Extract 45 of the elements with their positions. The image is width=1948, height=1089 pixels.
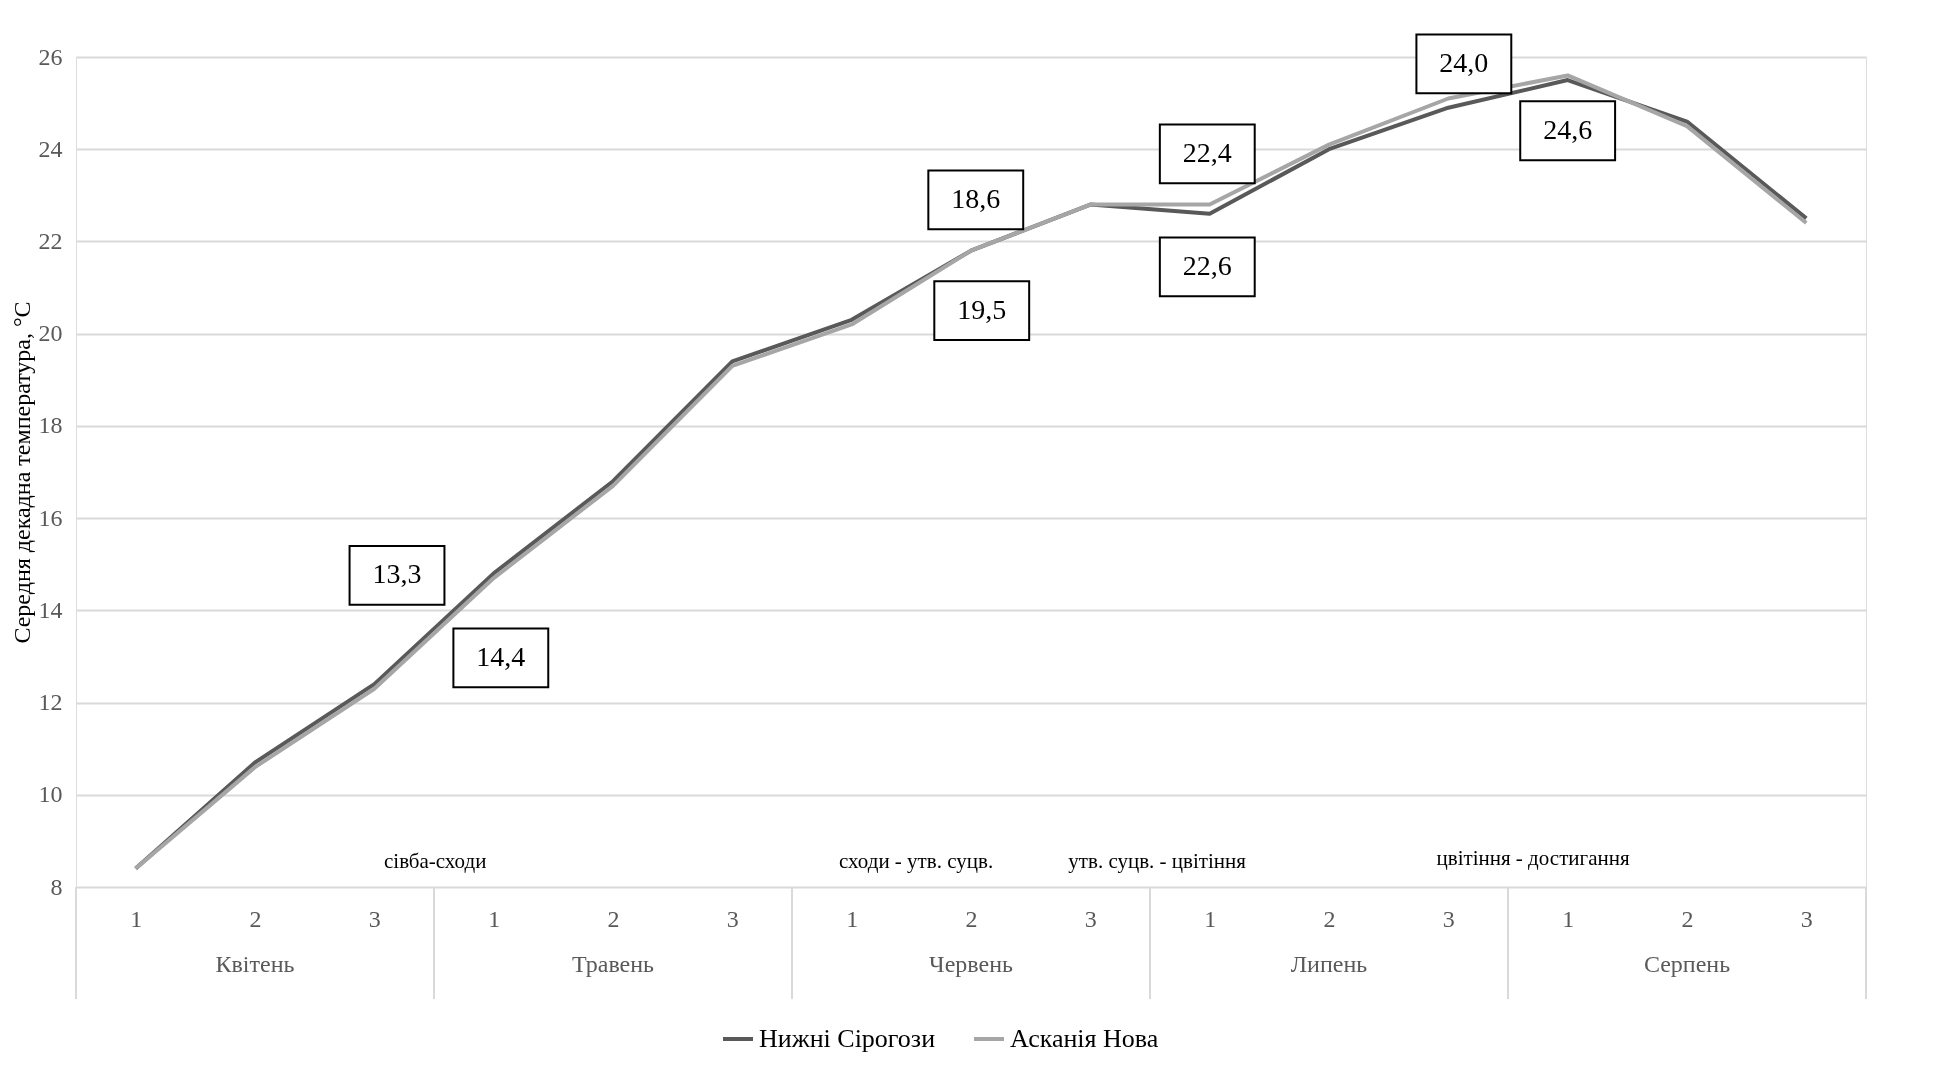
annotation: 19,5	[957, 293, 1007, 325]
x-tick-label: 1	[1204, 905, 1217, 932]
y-tick-label: 8	[50, 873, 63, 900]
x-tick-label: 3	[726, 905, 739, 932]
x-tick-label: 2	[965, 905, 978, 932]
y-tick-label: 16	[38, 504, 63, 531]
y-tick-label: 10	[38, 781, 63, 808]
x-tick-label: 3	[1800, 905, 1813, 932]
x-tick-label: 1	[1562, 905, 1575, 932]
text: Червень	[929, 951, 1013, 977]
text: Липень	[1290, 951, 1368, 977]
x-tick-label: 2	[1681, 905, 1694, 932]
annotation: 13,3	[372, 558, 422, 590]
annotation: 18,6	[951, 182, 1001, 214]
x-tick-label: 2	[249, 905, 262, 932]
x-tick-label: 1	[846, 905, 859, 932]
annotation: утв. суцв. - цвітіння	[1068, 848, 1247, 873]
y-tick-label: 12	[38, 689, 63, 716]
legend-label: Нижні Сірогози	[759, 1024, 936, 1053]
annotation: цвітіння - достигання	[1436, 846, 1630, 871]
y-axis-title: Середня декадна температура, °С	[8, 301, 35, 644]
x-tick-label: 2	[1323, 905, 1336, 932]
y-tick-label: 20	[38, 320, 63, 347]
text: Квітень	[215, 951, 295, 977]
x-tick-label: 2	[607, 905, 620, 932]
annotation: 24,0	[1439, 46, 1489, 78]
annotation: сходи - утв. суцв.	[839, 848, 994, 873]
text: Серпень	[1643, 951, 1731, 977]
x-tick-label: 1	[130, 905, 143, 932]
annotation: 24,6	[1543, 113, 1593, 145]
legend-label: Асканія Нова	[1010, 1024, 1159, 1053]
y-tick-label: 18	[38, 412, 63, 439]
y-tick-label: 26	[38, 43, 63, 70]
text: Травень	[571, 951, 655, 977]
y-tick-label: 14	[38, 596, 63, 623]
x-tick-label: 3	[368, 905, 381, 932]
annotation: сівба-сходи	[384, 848, 487, 873]
annotation: 22,4	[1182, 136, 1232, 168]
annotation: 14,4	[476, 640, 526, 672]
x-tick-label: 3	[1442, 905, 1455, 932]
y-tick-label: 24	[38, 135, 63, 162]
x-tick-label: 1	[488, 905, 501, 932]
y-tick-label: 22	[38, 227, 63, 254]
x-tick-label: 3	[1084, 905, 1097, 932]
annotation: 22,6	[1182, 249, 1232, 281]
